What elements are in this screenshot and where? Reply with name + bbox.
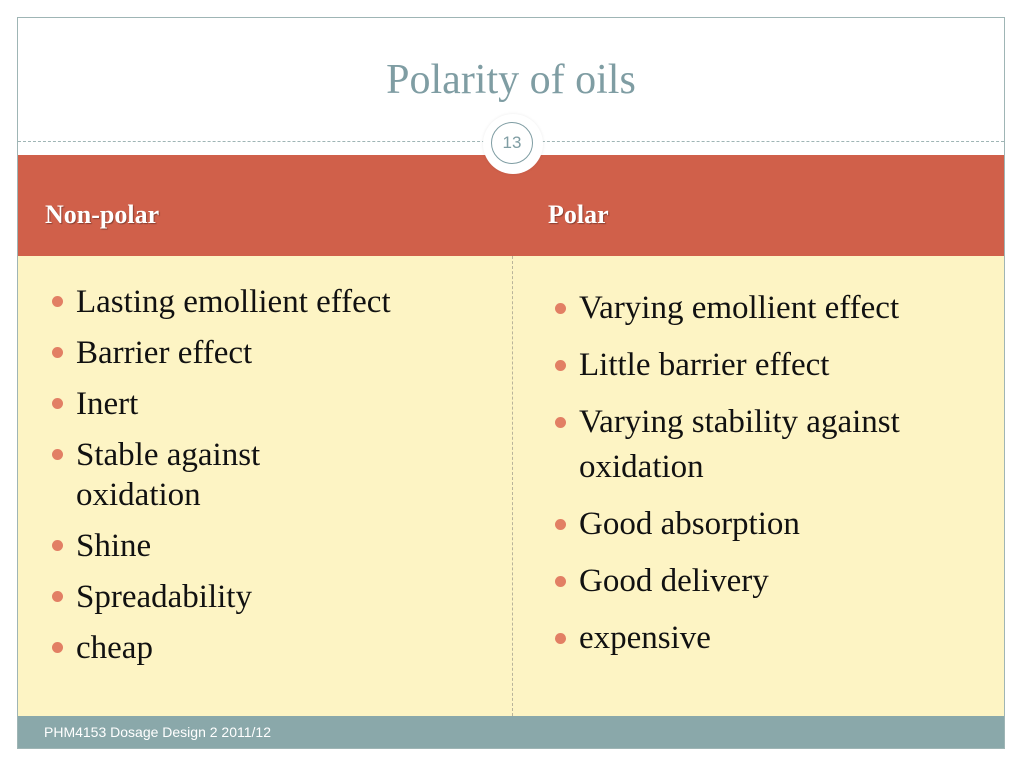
list-item-text: Lasting emollient effect <box>76 284 391 320</box>
list-item: Inert <box>51 384 501 424</box>
list-item-text: Good absorption <box>579 506 800 542</box>
header-non-polar: Non-polar <box>45 200 160 229</box>
table-body: Lasting emollient effect Barrier effect … <box>18 256 1004 716</box>
polar-column: Varying emollient effect Little barrier … <box>554 286 994 673</box>
list-item-text: Shine <box>76 528 152 564</box>
list-item-text: Varying emollient effect <box>579 290 900 326</box>
bullet-icon <box>555 303 566 314</box>
bullet-icon <box>555 576 566 587</box>
list-item: expensive <box>554 616 994 661</box>
list-item-text: cheap <box>76 630 153 666</box>
bullet-icon <box>555 417 566 428</box>
list-item: Varying stability against oxidation <box>554 400 909 490</box>
list-item: Shine <box>51 526 501 566</box>
non-polar-column: Lasting emollient effect Barrier effect … <box>51 282 501 679</box>
list-item: Little barrier effect <box>554 343 994 388</box>
polar-list: Varying emollient effect Little barrier … <box>554 286 994 661</box>
list-item: Good delivery <box>554 559 994 604</box>
list-item: Stable against oxidation <box>51 435 376 515</box>
list-item-text: Barrier effect <box>76 335 253 371</box>
list-item: Varying emollient effect <box>554 286 909 331</box>
slide: Polarity of oils 13 Non-polar Polar Last… <box>17 17 1005 749</box>
footer-text: PHM4153 Dosage Design 2 2011/12 <box>44 724 272 740</box>
list-item-text: Stable against oxidation <box>76 437 261 513</box>
bullet-icon <box>52 398 63 409</box>
header-polar: Polar <box>548 200 609 229</box>
list-item-text: Varying stability against oxidation <box>579 404 900 485</box>
bullet-icon <box>52 591 63 602</box>
bullet-icon <box>52 642 63 653</box>
slide-title: Polarity of oils <box>386 57 636 103</box>
column-divider <box>512 256 513 716</box>
list-item: cheap <box>51 628 501 668</box>
bullet-icon <box>555 360 566 371</box>
list-item-text: Inert <box>76 386 139 422</box>
list-item-text: Little barrier effect <box>579 347 830 383</box>
bullet-icon <box>555 633 566 644</box>
bullet-icon <box>52 296 63 307</box>
list-item-text: Good delivery <box>579 563 769 599</box>
list-item: Barrier effect <box>51 333 501 373</box>
list-item-text: Spreadability <box>76 579 252 615</box>
footer: PHM4153 Dosage Design 2 2011/12 <box>18 716 1004 748</box>
bullet-icon <box>555 519 566 530</box>
bullet-icon <box>52 540 63 551</box>
bullet-icon <box>52 347 63 358</box>
list-item-text: expensive <box>579 620 711 656</box>
list-item: Good absorption <box>554 502 994 547</box>
bullet-icon <box>52 449 63 460</box>
slide-number: 13 <box>491 122 533 164</box>
list-item: Spreadability <box>51 577 501 617</box>
slide-number-badge: 13 <box>483 114 543 174</box>
non-polar-list: Lasting emollient effect Barrier effect … <box>51 282 501 668</box>
list-item: Lasting emollient effect <box>51 282 501 322</box>
